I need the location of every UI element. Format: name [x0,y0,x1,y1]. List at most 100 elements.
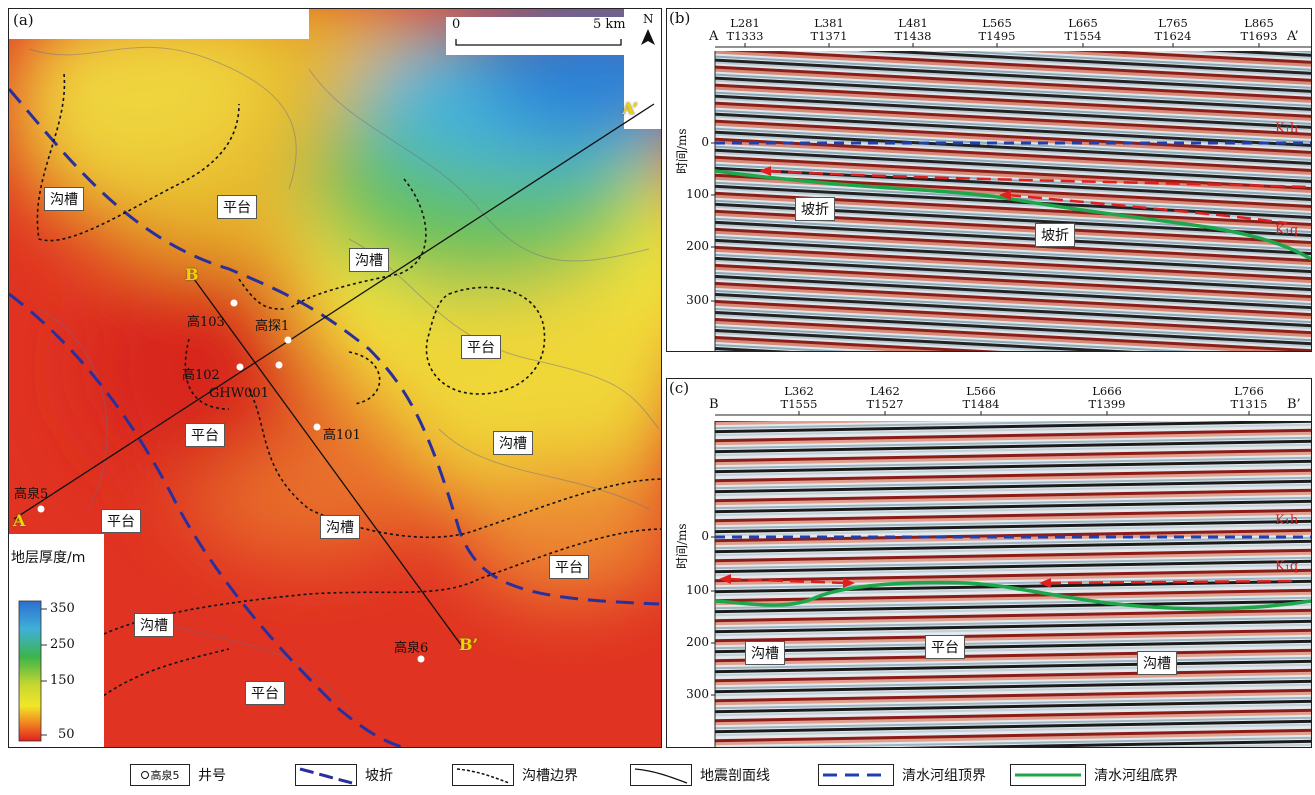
zone-label: 沟槽 [493,431,533,455]
trace-label: L665 T1554 [1064,16,1102,43]
seismic-section-b: L362 T1555 L462 T1527 L566 T1484 L666 T1399 L766… [666,378,1312,748]
base-boundary-icon [1015,773,1081,777]
onlap-arrow [1006,193,1288,225]
y-tick-label: 0 [701,135,709,149]
thickness-map [9,9,661,747]
trace-label: L281 T1333 [726,16,764,43]
well-label: 高102 [182,368,220,383]
legend-top-boundary-label: 清水河组顶界 [902,768,986,784]
y-tick-label: 300 [686,293,709,307]
zone-label: 沟槽 [44,187,84,211]
y-tick-label: 100 [686,187,709,201]
section-b-end: B’ [459,635,479,654]
zone-label: 平台 [461,335,501,359]
trough-note: 沟槽 [745,641,785,665]
zone-label: 沟槽 [349,248,389,272]
seismic-line-icon [634,768,688,784]
legend-slope-break-label: 坡折 [365,768,393,784]
section-b-start: B [185,265,199,284]
base-boundary-line [714,169,1311,261]
colorbar-tick: 250 [50,637,75,652]
zone-label: 平台 [549,555,589,579]
onlap-arrow [766,169,1311,189]
legend-well-sample: 高泉5 [150,769,180,782]
well-label: GHW001 [209,386,269,401]
legend-base-boundary: 清水河组底界 [1010,764,1178,786]
top-horizon-label: K₁h [1275,513,1299,528]
thickness-map-panel: (a) 0 5 km N 地层厚度/m 350 250 150 50 A A’ … [8,8,662,748]
trace-label: L381 T1371 [810,16,848,43]
onlap-arrow [1046,579,1298,585]
seismic-section-a: L281 T1333 L381 T1371 L481 T1438 L565 T1495 L665… [666,8,1312,352]
trough-note: 沟槽 [1137,651,1177,675]
y-axis-label: 时间/ms [675,128,689,174]
trace-label: L566 T1484 [962,384,1000,411]
colorbar-tick: 150 [50,673,75,688]
section-a-start: A [13,511,26,530]
y-tick-label: 200 [686,635,709,649]
zone-label: 平台 [185,423,225,447]
y-tick-label: 0 [701,529,709,543]
zone-label: 平台 [101,509,141,533]
trace-label: L362 T1555 [780,384,818,411]
legend-well: 高泉5 井号 [130,764,226,786]
well-label: 高101 [323,428,361,443]
panel_b-overlay [711,43,1311,302]
legend-slope-break: 坡折 [295,764,393,786]
section-right-label: B’ [1287,397,1301,412]
legend-top-boundary: 清水河组顶界 [818,764,986,786]
well-label: 高探1 [255,319,290,334]
section-a-end: A’ [622,99,639,118]
legend-well-label: 井号 [198,768,226,784]
zone-label: 沟槽 [320,515,360,539]
legend-trough-boundary: 沟槽边界 [452,764,578,786]
trace-label: L765 T1624 [1154,16,1192,43]
slope-break-note: 坡折 [795,197,835,221]
section-left-label: A [709,29,719,44]
section-left-label: B [709,397,719,412]
arrow-head-icon [719,574,731,584]
trace-label: L666 T1399 [1088,384,1126,411]
top-horizon-label: K₁h [1275,121,1299,136]
panel-b-tag: (b) [669,9,691,27]
trough-boundary-icon [456,768,510,784]
zone-label: 平台 [245,681,285,705]
trace-label: L565 T1495 [978,16,1016,43]
trace-label: L766 T1315 [1230,384,1268,411]
seismic-b-canvas [714,414,1311,747]
y-tick-label: 200 [686,239,709,253]
base-horizon-label: K₁q [1275,223,1299,238]
scale-km: 5 km [593,17,626,32]
well-symbol-icon [140,771,149,779]
section-right-label: A’ [1287,29,1299,44]
arrow-head-icon [843,578,855,588]
platform-note: 平台 [925,635,965,659]
base-boundary-line [714,580,1311,611]
arrow-head-icon [759,166,771,176]
onlap-arrow [726,577,848,585]
panel-c-tag: (c) [669,379,690,397]
colorbar-tick: 350 [50,601,75,616]
legend: 高泉5 井号 坡折 沟槽边界 地震剖面线 清水河组顶界 清水河组底界 [130,760,1230,790]
slope-break-icon [299,767,353,785]
zone-label: 沟槽 [134,613,174,637]
y-tick-label: 100 [686,583,709,597]
base-horizon-label: K₁q [1275,559,1299,574]
panel_c-overlay [711,411,1311,696]
zone-label: 平台 [217,195,257,219]
well-label: 高泉6 [394,641,429,656]
legend-seismic-line-label: 地震剖面线 [700,768,770,784]
arrow-head-icon [1039,578,1051,588]
well-label: 高泉5 [14,487,49,502]
colorbar-tick: 50 [58,727,75,742]
north-arrow-icon: N [643,12,654,26]
trace-label: L481 T1438 [894,16,932,43]
slope-break-note: 坡折 [1035,223,1075,247]
arrow-head-icon [999,190,1011,200]
top-boundary-icon [823,773,889,777]
legend-trough-boundary-label: 沟槽边界 [522,768,578,784]
colorbar-title: 地层厚度/m [11,550,86,566]
trace-label: L865 T1693 [1240,16,1278,43]
y-tick-label: 300 [686,687,709,701]
trace-label: L462 T1527 [866,384,904,411]
